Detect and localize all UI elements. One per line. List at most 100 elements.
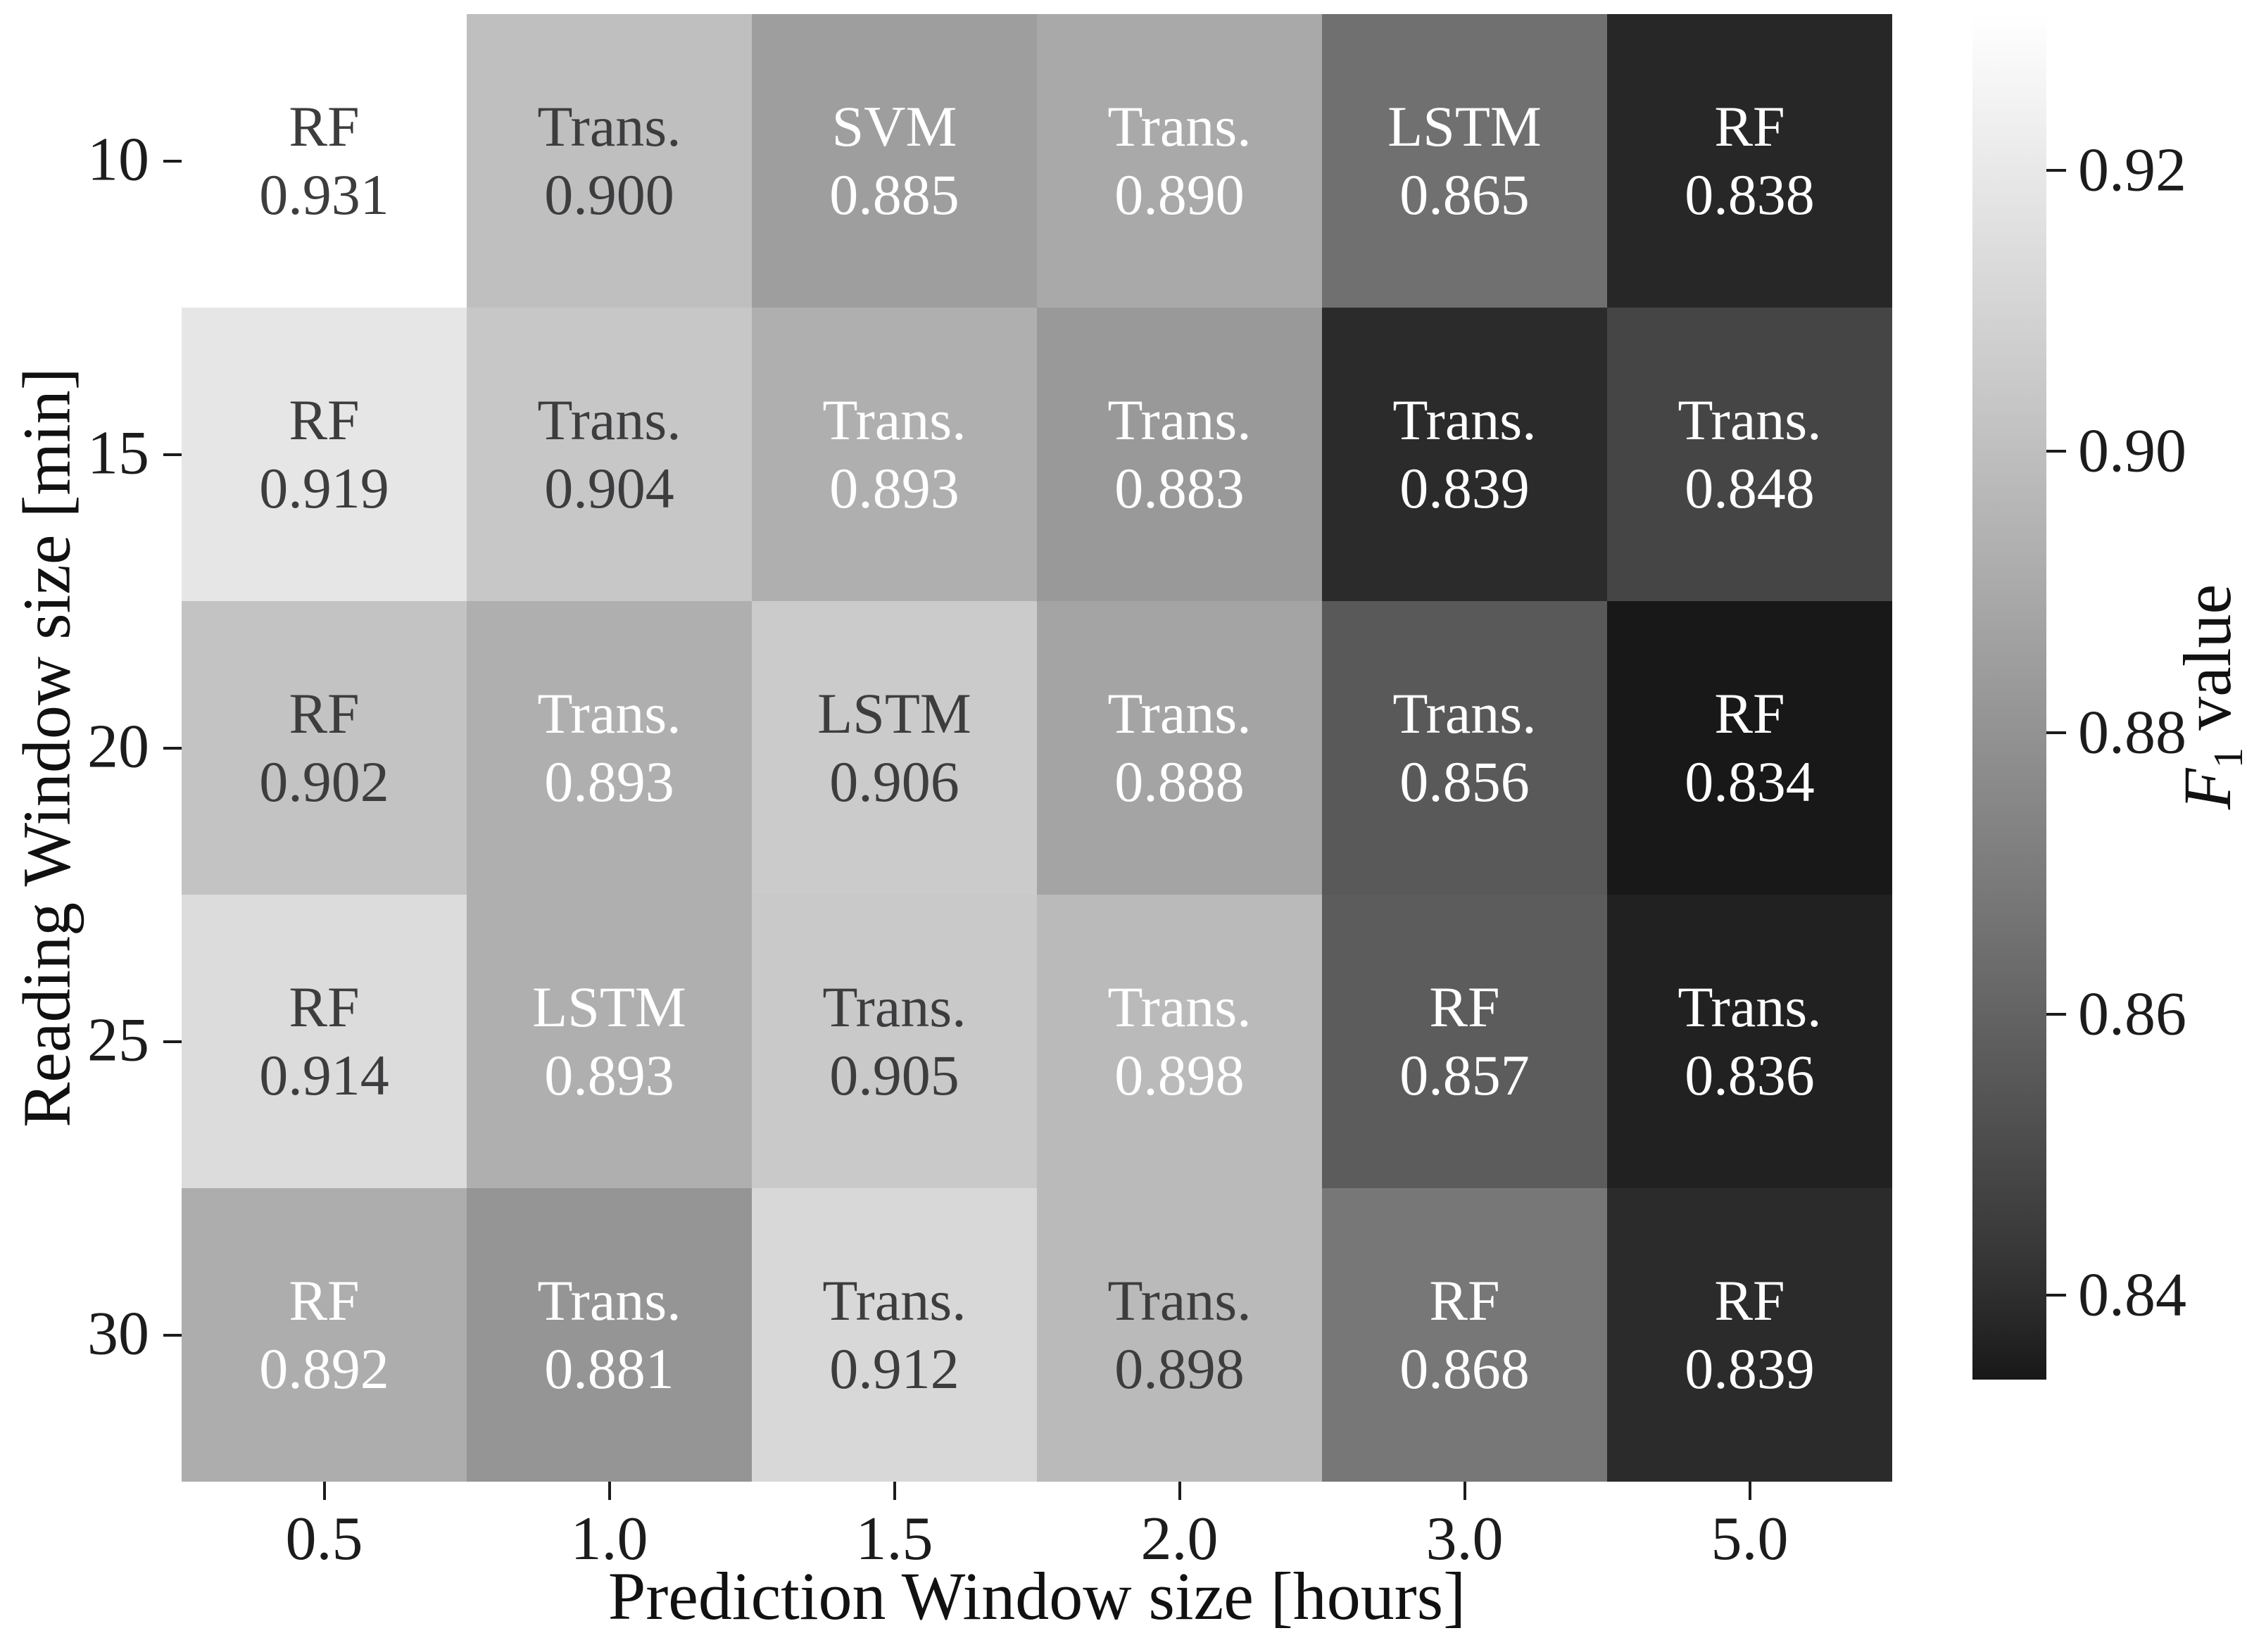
heatmap-cell: Trans. 0.856 [1322, 601, 1607, 895]
colorbar-tick-label: 0.90 [2078, 417, 2186, 486]
heatmap-cell: Trans. 0.836 [1607, 895, 1892, 1188]
heatmap-cell: Trans. 0.904 [467, 308, 752, 601]
cell-value-label: 0.893 [544, 1042, 674, 1107]
cell-model-label: Trans. [537, 1268, 681, 1332]
colorbar-title-sub: 1 [2204, 747, 2251, 769]
x-axis-title: Prediction Window size [hours] [608, 1558, 1466, 1634]
heatmap-cell: Trans. 0.848 [1607, 308, 1892, 601]
heatmap-cell: RF 0.857 [1322, 895, 1607, 1188]
cell-value-label: 0.888 [1114, 749, 1245, 814]
heatmap-cell: Trans. 0.839 [1322, 308, 1607, 601]
cell-value-label: 0.881 [544, 1336, 674, 1401]
x-tick-label: 3.0 [1425, 1505, 1504, 1573]
cell-model-label: Trans. [1678, 387, 1822, 452]
heatmap-cell: RF 0.902 [182, 601, 467, 895]
cell-model-label: RF [1714, 681, 1785, 745]
heatmap-cell: Trans. 0.905 [752, 895, 1037, 1188]
colorbar-title-f: F [2170, 768, 2246, 810]
heatmap-cell: RF 0.834 [1607, 601, 1892, 895]
cell-value-label: 0.836 [1685, 1042, 1815, 1107]
cell-model-label: RF [289, 974, 360, 1039]
cell-model-label: Trans. [1392, 681, 1537, 745]
y-tick-label: 10 [87, 125, 149, 194]
cell-value-label: 0.919 [259, 455, 389, 520]
cell-value-label: 0.900 [544, 162, 674, 227]
cell-model-label: Trans. [537, 94, 681, 158]
y-tick-label: 20 [87, 712, 149, 781]
x-tick-mark [1748, 1482, 1751, 1500]
heatmap-cell: Trans. 0.883 [1037, 308, 1322, 601]
heatmap-cell: Trans. 0.881 [467, 1188, 752, 1482]
heatmap-cell: SVM 0.885 [752, 14, 1037, 308]
cell-value-label: 0.848 [1685, 455, 1815, 520]
colorbar-tick-label: 0.88 [2078, 698, 2186, 767]
y-tick-mark [163, 746, 182, 750]
cell-model-label: Trans. [1107, 387, 1252, 452]
cell-model-label: LSTM [532, 974, 686, 1039]
cell-model-label: RF [289, 1268, 360, 1332]
cell-value-label: 0.856 [1399, 749, 1530, 814]
cell-value-label: 0.898 [1114, 1336, 1245, 1401]
cell-value-label: 0.857 [1399, 1042, 1530, 1107]
colorbar-title-rest: value [2170, 584, 2246, 748]
colorbar-tick-label: 0.84 [2078, 1261, 2186, 1330]
heatmap-cell: RF 0.838 [1607, 14, 1892, 308]
cell-value-label: 0.883 [1114, 455, 1245, 520]
cell-model-label: SVM [831, 94, 957, 158]
colorbar-tick-mark [2046, 1294, 2066, 1297]
cell-model-label: RF [1714, 1268, 1785, 1332]
y-tick-mark [163, 159, 182, 163]
x-tick-mark [608, 1482, 611, 1500]
y-tick-mark [163, 1040, 182, 1043]
x-tick-mark [322, 1482, 326, 1500]
colorbar-tick-mark [2046, 731, 2066, 734]
cell-model-label: Trans. [822, 387, 967, 452]
cell-model-label: RF [289, 387, 360, 452]
cell-value-label: 0.885 [829, 162, 959, 227]
colorbar-tick-mark [2046, 450, 2066, 453]
cell-model-label: RF [289, 681, 360, 745]
heatmap-cell: RF 0.868 [1322, 1188, 1607, 1482]
cell-value-label: 0.834 [1685, 749, 1815, 814]
cell-value-label: 0.904 [544, 455, 674, 520]
x-tick-label: 1.5 [855, 1505, 933, 1573]
cell-model-label: Trans. [1107, 1268, 1252, 1332]
heatmap-cell: Trans. 0.893 [752, 308, 1037, 601]
cell-value-label: 0.914 [259, 1042, 389, 1107]
heatmap-cell: LSTM 0.865 [1322, 14, 1607, 308]
cell-model-label: Trans. [537, 387, 681, 452]
colorbar-tick-label: 0.86 [2078, 980, 2186, 1049]
y-axis-title: Reading Window size [min] [8, 367, 84, 1128]
cell-model-label: Trans. [1107, 974, 1252, 1039]
heatmap-cell: Trans. 0.898 [1037, 1188, 1322, 1482]
cell-model-label: Trans. [1107, 94, 1252, 158]
cell-value-label: 0.868 [1399, 1336, 1530, 1401]
cell-value-label: 0.839 [1685, 1336, 1815, 1401]
cell-model-label: Trans. [537, 681, 681, 745]
heatmap-cell: Trans. 0.898 [1037, 895, 1322, 1188]
cell-value-label: 0.906 [829, 749, 959, 814]
heatmap-cell: Trans. 0.888 [1037, 601, 1322, 895]
colorbar-tick-label: 0.92 [2078, 136, 2186, 205]
cell-value-label: 0.892 [259, 1336, 389, 1401]
cell-value-label: 0.893 [829, 455, 959, 520]
cell-value-label: 0.838 [1685, 162, 1815, 227]
heatmap-cell: Trans. 0.890 [1037, 14, 1322, 308]
cell-model-label: RF [1714, 94, 1785, 158]
heatmap-cell: RF 0.892 [182, 1188, 467, 1482]
x-tick-mark [1463, 1482, 1466, 1500]
x-tick-mark [1178, 1482, 1181, 1500]
x-tick-label: 2.0 [1140, 1505, 1219, 1573]
cell-value-label: 0.912 [829, 1336, 959, 1401]
y-tick-label: 25 [87, 1005, 149, 1074]
x-tick-label: 0.5 [285, 1505, 363, 1573]
y-tick-label: 15 [87, 418, 149, 487]
cell-model-label: RF [1429, 1268, 1500, 1332]
cell-value-label: 0.905 [829, 1042, 959, 1107]
heatmap-cell: Trans. 0.893 [467, 601, 752, 895]
cell-value-label: 0.898 [1114, 1042, 1245, 1107]
x-tick-mark [893, 1482, 896, 1500]
heatmap-cell: Trans. 0.912 [752, 1188, 1037, 1482]
y-tick-mark [163, 453, 182, 456]
cell-model-label: LSTM [817, 681, 971, 745]
